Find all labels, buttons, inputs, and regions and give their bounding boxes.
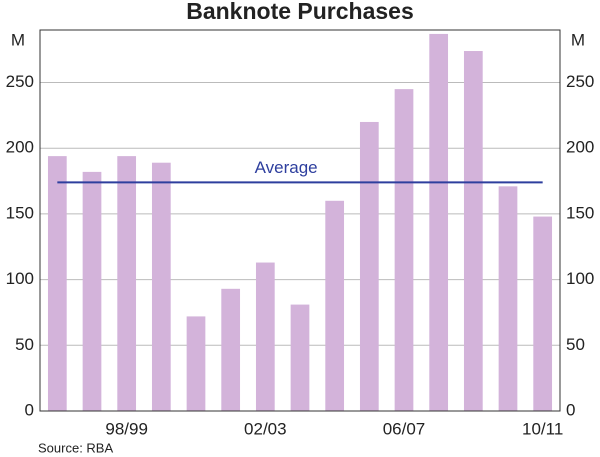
y-tick-label-right: 250	[566, 72, 594, 91]
bar	[47, 156, 67, 411]
y-tick-label-right: 200	[566, 138, 594, 157]
y-tick-label-right: 150	[566, 203, 594, 222]
source-note: Source: RBA	[38, 440, 113, 455]
bar	[117, 156, 137, 411]
y-tick-label-right: 50	[566, 335, 585, 354]
x-tick-label: 10/11	[522, 419, 563, 438]
bar	[151, 162, 171, 411]
y-tick-label-left: 200	[6, 138, 34, 157]
y-tick-label-right: 0	[566, 400, 575, 419]
chart-title: Banknote Purchases	[186, 0, 414, 24]
y-tick-label-left: 50	[15, 335, 34, 354]
y-tick-label-left: 100	[6, 269, 34, 288]
y-unit-left: M	[11, 30, 25, 49]
y-tick-label-left: 0	[25, 400, 34, 419]
bar	[221, 288, 241, 411]
bar	[255, 262, 275, 411]
y-tick-label-left: 150	[6, 203, 34, 222]
y-unit-right: M	[571, 30, 585, 49]
x-tick-label: 98/99	[105, 419, 148, 438]
bar	[359, 121, 379, 411]
bar	[429, 33, 449, 412]
bar	[463, 51, 483, 411]
plot-frame	[39, 29, 561, 412]
bar	[394, 89, 414, 411]
bar	[290, 304, 310, 411]
bar	[498, 186, 518, 411]
bar	[325, 200, 345, 411]
x-tick-label: 06/07	[383, 419, 426, 438]
average-label: Average	[255, 158, 318, 177]
bar	[186, 316, 206, 411]
bar	[533, 216, 553, 411]
y-tick-label-left: 250	[6, 72, 34, 91]
y-tick-label-right: 100	[566, 269, 594, 288]
x-tick-label: 02/03	[244, 419, 287, 438]
bar	[82, 171, 102, 411]
